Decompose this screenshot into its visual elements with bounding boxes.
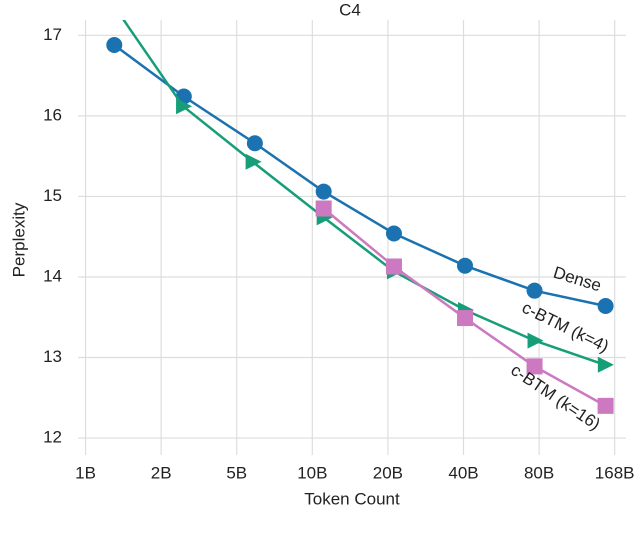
y-tick-label: 15: [43, 186, 62, 205]
y-tick-label: 14: [43, 266, 62, 285]
point: [106, 36, 123, 53]
x-tick-label: 20B: [373, 463, 403, 482]
x-tick-label: 80B: [524, 463, 554, 482]
point: [457, 257, 474, 274]
y-tick-label: 13: [43, 347, 62, 366]
x-tick-label: 2B: [151, 463, 172, 482]
point: [385, 258, 402, 275]
series-label: Dense: [551, 263, 604, 296]
point: [526, 358, 543, 375]
point: [315, 200, 332, 217]
point: [526, 282, 543, 299]
plot-area: [106, 0, 614, 414]
chart-title: C4: [339, 0, 361, 19]
point: [315, 183, 332, 200]
point: [597, 356, 614, 373]
point: [245, 153, 262, 170]
y-axis-label: Perplexity: [9, 202, 28, 277]
x-tick-label: 5B: [226, 463, 247, 482]
point: [176, 98, 193, 115]
point: [457, 310, 474, 327]
x-axis-label: Token Count: [304, 489, 400, 508]
y-tick-label: 16: [43, 105, 62, 124]
point: [527, 332, 544, 349]
series-line: [122, 20, 606, 366]
x-tick-label: 1B: [75, 463, 96, 482]
point: [385, 225, 402, 242]
point: [597, 397, 614, 414]
point: [246, 135, 263, 152]
x-tick-label: 168B: [595, 463, 635, 482]
series-line: [113, 43, 606, 308]
x-tick-label: 10B: [297, 463, 327, 482]
point: [107, 0, 123, 14]
y-tick-label: 12: [43, 428, 62, 447]
point: [597, 297, 614, 314]
x-tick-label: 40B: [448, 463, 478, 482]
y-tick-label: 17: [43, 25, 62, 44]
